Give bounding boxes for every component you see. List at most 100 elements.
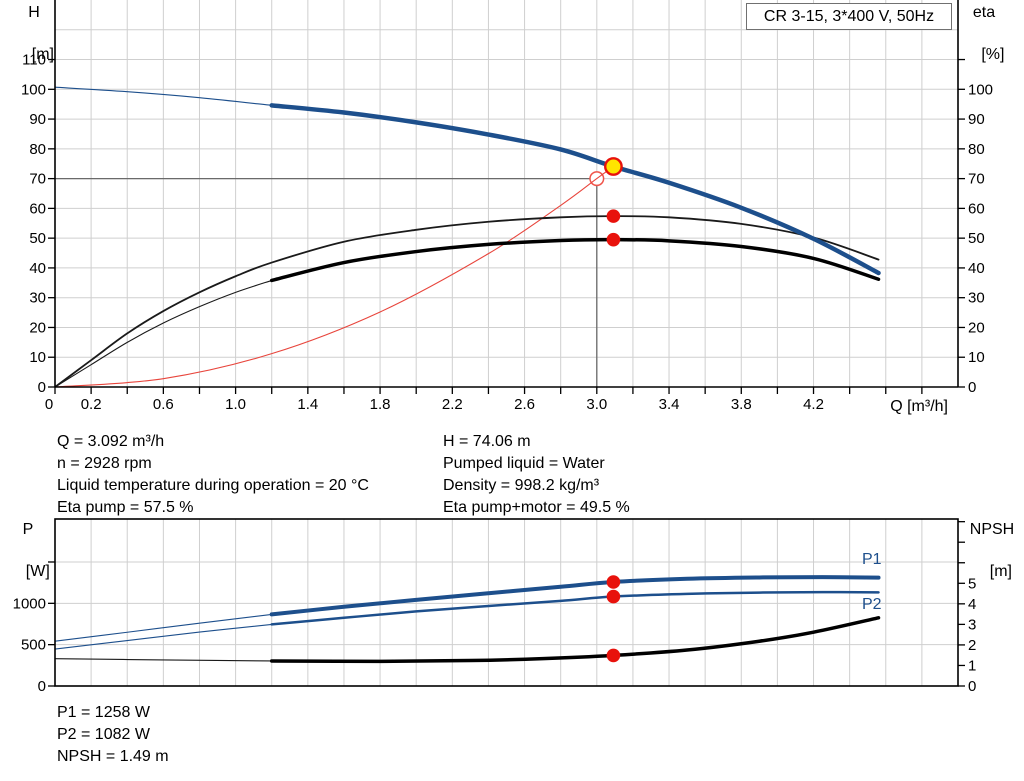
p2-curve [270, 590, 880, 626]
p2-point [606, 589, 621, 604]
npsh-curve [269, 616, 881, 664]
p-axis-unit: [W] [25, 563, 50, 580]
tick-label: 2 [968, 637, 976, 654]
tick-label: 5 [968, 575, 976, 592]
tick-label: 0.6 [153, 396, 174, 413]
tick-label: 1.0 [225, 396, 246, 413]
hq-eta-chart: 0 0.2 0.6 1.0 1.4 1.8 2.2 2.6 3.0 3.4 3.8 4.2 0 10 20 3… [21, 0, 993, 413]
tick-label: 3.0 [586, 396, 607, 413]
tick-label: 70 [29, 171, 46, 188]
tick-label: 110 [22, 52, 46, 69]
tick-label: 0.2 [81, 396, 102, 413]
info-eta-pump: Eta pump = 57.5 % [57, 499, 194, 516]
tick-labels: 0 0.2 0.6 1.0 1.4 1.8 2.2 2.6 3.0 3.4 3.8 4.2 0 10 20 3… [21, 52, 993, 413]
tick-label: 100 [21, 81, 46, 98]
result-p2: P2 = 1082 W [57, 726, 150, 743]
tick-label: 2.6 [514, 396, 535, 413]
p2-curve-label: P2 [862, 596, 882, 613]
p1-curve-extension [54, 613, 273, 642]
npsh-curve-extension [54, 658, 273, 662]
tick-label: 3 [968, 616, 976, 633]
npsh-axis-symbol: NPSH [969, 521, 1015, 538]
tick-label: 500 [21, 637, 46, 654]
tick-label: 50 [968, 230, 985, 247]
info-eta-pump-motor: Eta pump+motor = 49.5 % [443, 499, 630, 516]
tick-label: 0 [38, 678, 46, 695]
ticks [48, 521, 965, 687]
tick-label: 90 [968, 111, 985, 128]
tick-label: 60 [29, 200, 46, 217]
tick-label: 0 [45, 396, 53, 413]
eta-pump-motor-curve [269, 237, 881, 283]
tick-label: 40 [968, 260, 985, 277]
tick-label: 0 [968, 678, 976, 695]
tick-label: 20 [968, 319, 985, 336]
tick-label: 1.4 [297, 396, 318, 413]
head-curve-extension [54, 86, 273, 106]
axes [54, 0, 959, 388]
pump-model-title: CR 3-15, 3*400 V, 50Hz [746, 3, 952, 30]
npsh-axis-unit: [m] [989, 563, 1012, 580]
axes [54, 518, 959, 687]
h-axis-title: H [m] [12, 2, 56, 65]
info-density: Density = 998.2 kg/m³ [443, 477, 600, 494]
info-speed: n = 2928 rpm [57, 455, 152, 472]
duty-point-marker [55, 171, 605, 387]
tick-label: 0 [38, 379, 46, 396]
tick-label: 3.8 [731, 396, 752, 413]
tick-label: 4.2 [803, 396, 824, 413]
power-npsh-chart: 0 500 1000 0 1 2 3 4 5 [13, 518, 977, 695]
info-temperature: Liquid temperature during operation = 20… [57, 477, 369, 494]
tick-label: 40 [29, 260, 46, 277]
tick-label: 1 [968, 657, 976, 674]
p-axis-title: P [W] [8, 519, 50, 582]
tick-label: 2.2 [442, 396, 463, 413]
tick-label: 80 [968, 141, 985, 158]
system-curve [54, 165, 614, 388]
q-axis-title: Q [m³/h] [890, 398, 948, 415]
result-npsh: NPSH = 1.49 m [57, 748, 169, 765]
tick-label: 1.8 [370, 396, 391, 413]
eta-pump-motor-curve-extension [54, 279, 273, 388]
gridlines [55, 0, 958, 387]
p-axis-symbol: P [22, 521, 34, 538]
h-axis-unit: [m] [31, 46, 54, 63]
result-p1: P1 = 1258 W [57, 704, 150, 721]
p2-curve-extension [54, 623, 273, 650]
tick-label: 4 [968, 596, 976, 613]
tick-label: 90 [29, 111, 46, 128]
p1-point [606, 575, 621, 589]
operating-point [604, 157, 623, 176]
tick-label: 1000 [13, 595, 46, 612]
info-pumped-liquid: Pumped liquid = Water [443, 455, 605, 472]
tick-label: 100 [968, 81, 993, 98]
eta-pump-motor-point [606, 232, 621, 247]
p1-curve [269, 575, 881, 617]
eta-pump-curve [54, 215, 880, 388]
tick-label: 3.4 [659, 396, 680, 413]
tick-label: 20 [29, 319, 46, 336]
h-axis-symbol: H [28, 4, 40, 21]
eta-pump-point [606, 209, 621, 223]
tick-label: 50 [29, 230, 46, 247]
p1-curve-label: P1 [862, 551, 882, 568]
eta-axis-unit: [%] [981, 46, 1005, 63]
head-curve [269, 103, 881, 276]
tick-label: 30 [968, 290, 985, 307]
tick-label: 80 [29, 141, 46, 158]
npsh-axis-title: NPSH [m] [962, 519, 1022, 582]
tick-label: 60 [968, 200, 985, 217]
tick-label: 10 [29, 349, 46, 366]
eta-axis-title: eta [%] [960, 2, 1008, 65]
tick-label: 10 [968, 349, 985, 366]
npsh-point [606, 648, 621, 663]
tick-label: 70 [968, 171, 985, 188]
tick-label: 30 [29, 290, 46, 307]
tick-labels: 0 500 1000 0 1 2 3 4 5 [13, 575, 977, 695]
ticks [48, 58, 965, 394]
tick-label: 0 [968, 379, 976, 396]
eta-axis-symbol: eta [972, 4, 996, 21]
info-head: H = 74.06 m [443, 433, 531, 450]
